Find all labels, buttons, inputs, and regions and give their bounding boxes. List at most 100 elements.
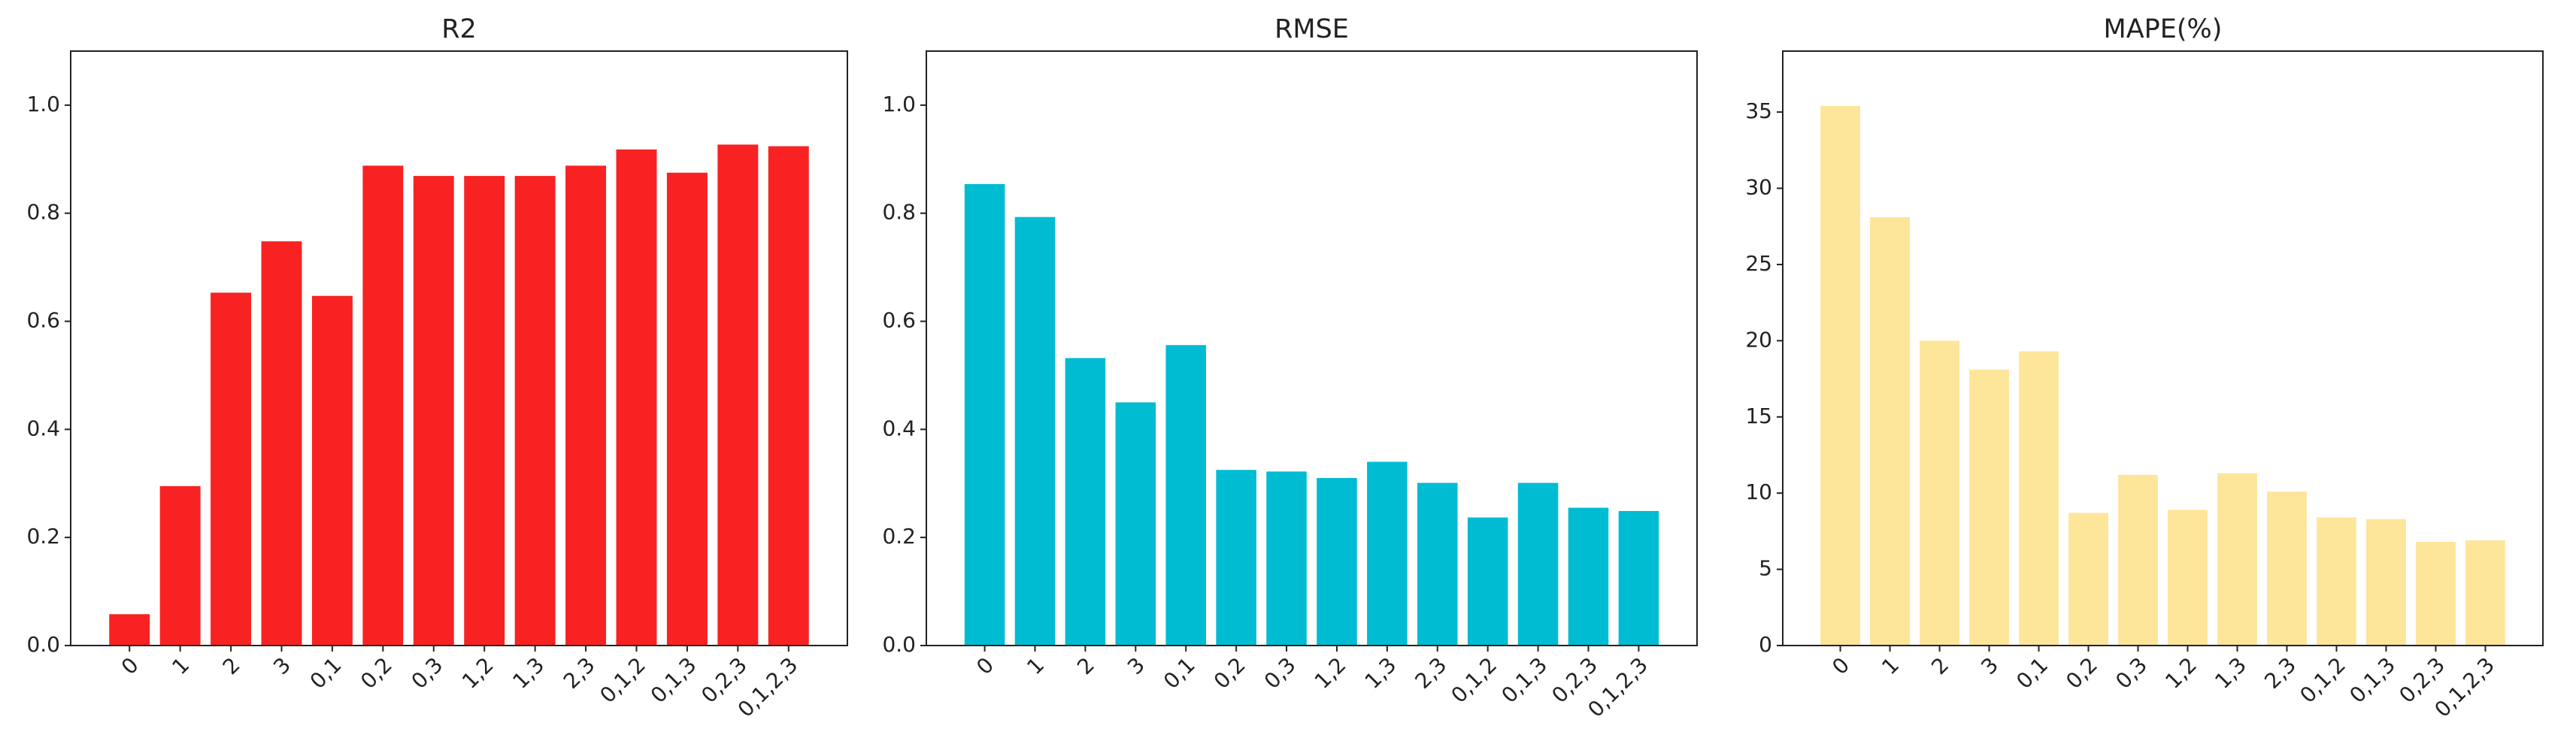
bar [2267,491,2307,646]
y-tick-label: 0.8 [882,200,916,225]
bar [1417,482,1458,646]
x-tick-label: 0,2 [1209,652,1250,694]
bar [1317,478,1357,646]
bar [362,165,404,646]
y-tick-label: 0.4 [882,416,916,440]
bar [1367,461,1408,646]
x-tick-label: 1 [167,652,194,679]
bar [1014,216,1056,646]
x-tick-label: 0,2 [2061,652,2102,694]
x-tick-label: 0,1,3 [1496,652,1552,708]
x-tick-label: 1,2 [1310,652,1351,694]
bar [159,485,201,646]
bar [2168,510,2208,646]
y-tick-label: 35 [1745,98,1772,123]
bar [1467,517,1508,646]
bar [1216,470,1256,646]
bar [616,149,657,646]
bar [2416,542,2456,646]
bar [666,172,708,646]
x-tick-label: 0,1 [305,652,347,694]
bar [1065,358,1106,646]
bar [1517,482,1559,646]
bar [964,183,1005,646]
y-tick-label: 0.4 [26,416,60,440]
x-tick-label: 0,1,2 [1447,652,1502,708]
chart-title: MAPE(%) [2104,14,2223,44]
y-tick-label: 30 [1745,175,1772,200]
x-tick-label: 0,3 [407,652,448,694]
bar [109,614,150,646]
bar [413,176,454,646]
y-tick-label: 0.8 [26,200,60,225]
bar [1870,217,1910,646]
bar [717,144,759,646]
y-tick-label: 10 [1745,479,1772,504]
x-tick-label: 1,3 [508,652,549,694]
y-tick-label: 1.0 [882,92,916,116]
y-tick-label: 0.2 [882,524,916,549]
bar [1266,471,1307,646]
bar [2317,517,2356,646]
chart-title: R2 [441,14,477,44]
axes-frame [1782,50,2544,646]
bar [2068,513,2108,646]
bar [2019,351,2059,646]
y-tick-label: 5 [1759,556,1772,581]
x-tick-label: 2,3 [2259,652,2301,694]
x-tick-label: 1 [1022,652,1049,679]
x-tick-label: 0,1,3 [2344,652,2400,708]
x-tick-label: 1,2 [2160,652,2202,694]
y-tick-label: 15 [1745,404,1772,428]
y-tick-label: 25 [1745,251,1772,276]
bar [2118,474,2158,646]
bar [565,165,607,646]
x-tick-label: 0,1 [1159,652,1200,694]
bar [1165,345,1206,646]
bar [261,241,302,646]
bar [1568,507,1609,646]
y-tick-label: 20 [1745,327,1772,352]
x-tick-label: 1 [1877,652,1904,679]
x-tick-label: 0,1,2 [2295,652,2350,708]
x-tick-label: 3 [1976,652,2003,679]
axes-frame [926,50,1698,646]
y-tick-label: 0.6 [26,308,60,333]
x-tick-label: 0,1,2 [595,652,650,708]
x-tick-label: 2 [1072,652,1099,679]
y-tick-label: 0.0 [26,632,60,657]
y-tick-label: 0.2 [26,524,60,549]
bar [1969,369,2009,646]
bar [311,295,353,646]
x-tick-label: 2 [1926,652,1953,679]
x-tick-label: 2,3 [559,652,600,694]
bar [2465,540,2505,646]
x-tick-label: 0,1,3 [646,652,702,708]
bar [2217,473,2257,646]
x-tick-label: 0,3 [1259,652,1301,694]
y-tick-label: 0.0 [882,632,916,657]
x-tick-label: 0 [1827,652,1854,679]
y-tick-label: 1.0 [26,92,60,116]
x-tick-label: 0 [971,652,999,679]
y-tick-label: 0.6 [882,308,916,333]
x-tick-label: 3 [268,652,295,679]
bar [1618,510,1659,646]
axes-frame [70,50,848,646]
x-tick-label: 0,1 [2011,652,2053,694]
bar [514,176,556,646]
chart-title: RMSE [1274,14,1349,44]
x-tick-label: 0,3 [2111,652,2152,694]
bar [2366,519,2406,646]
x-tick-label: 0,2 [356,652,397,694]
x-tick-label: 2 [218,652,245,679]
x-tick-label: 2,3 [1411,652,1452,694]
x-tick-label: 1,3 [2210,652,2251,694]
x-tick-label: 1,2 [457,652,499,694]
bar [211,292,252,646]
x-tick-label: 1,3 [1360,652,1402,694]
bar [1115,402,1156,646]
bar [768,146,809,646]
bar [464,176,505,646]
